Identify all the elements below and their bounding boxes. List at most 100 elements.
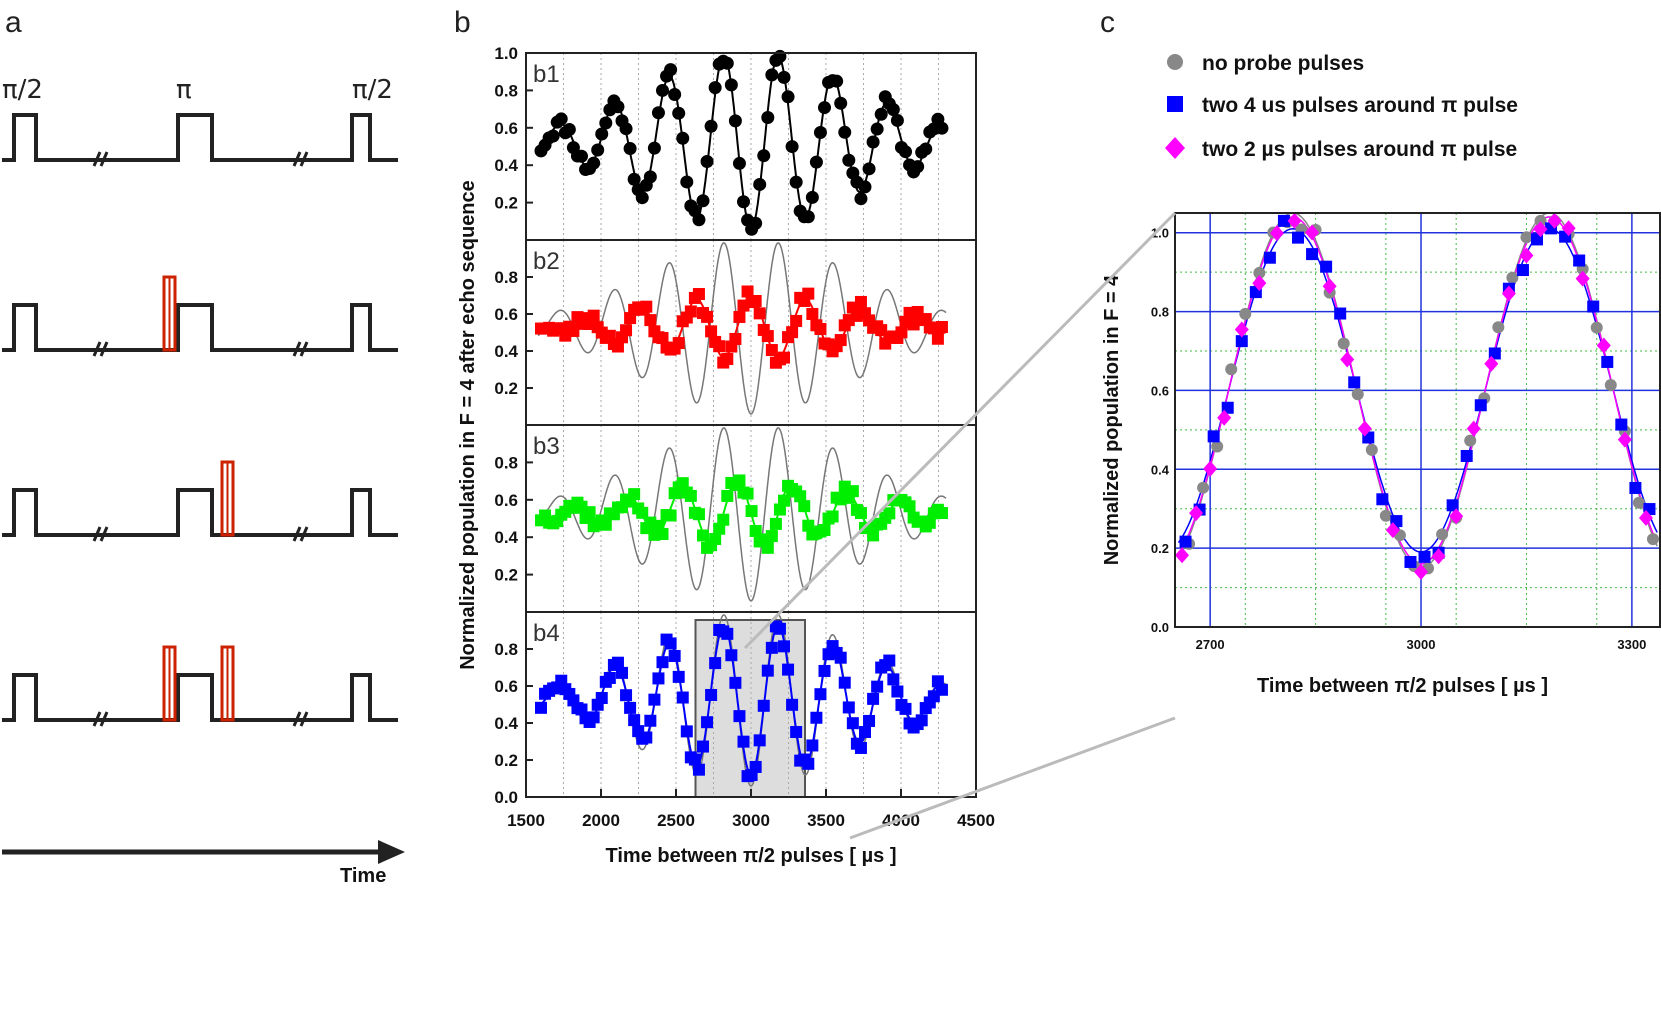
data-point-b3 xyxy=(745,505,758,518)
data-point-4us xyxy=(1573,254,1586,267)
data-point-b1 xyxy=(874,107,888,121)
data-point-b1 xyxy=(813,126,827,140)
data-point-b1 xyxy=(789,175,803,189)
panel-c-label: c xyxy=(1100,6,1115,39)
y-tick-label: 0.6 xyxy=(494,491,518,510)
legend-marker-2us xyxy=(1165,137,1185,159)
y-tick-label: 0.6 xyxy=(1151,383,1169,398)
data-point-b2 xyxy=(790,314,803,327)
data-point-b4 xyxy=(644,714,657,727)
data-point-b1 xyxy=(647,141,661,155)
axis-break-mark xyxy=(99,526,109,542)
data-point-b4 xyxy=(676,691,689,704)
data-point-b1 xyxy=(818,101,831,115)
data-point-b1 xyxy=(830,74,844,88)
data-point-b3 xyxy=(628,488,641,501)
data-point-b2 xyxy=(733,310,746,323)
data-point-2us xyxy=(1175,547,1190,564)
data-point-2us xyxy=(1431,548,1446,565)
data-point-b1 xyxy=(656,83,669,97)
data-point-b4 xyxy=(628,714,641,727)
data-point-b4 xyxy=(652,672,665,685)
data-point-b2 xyxy=(854,295,867,308)
data-point-b4 xyxy=(664,637,677,650)
data-point-b1 xyxy=(611,100,625,114)
data-point-b3 xyxy=(798,500,811,513)
data-point-b3 xyxy=(935,507,948,520)
subplot-label-b1: b1 xyxy=(533,61,560,88)
data-point-b3 xyxy=(599,518,612,531)
data-point-b3 xyxy=(664,509,677,522)
legend-marker-4us xyxy=(1167,96,1183,112)
data-point-b1 xyxy=(728,114,742,128)
y-tick-label: 0.4 xyxy=(1151,462,1170,477)
data-point-2us xyxy=(1217,409,1232,426)
data-point-b3 xyxy=(826,510,839,523)
legend-label-4us: two 4 us pulses around π pulse xyxy=(1202,94,1518,117)
data-point-b4 xyxy=(535,701,547,714)
data-point-b4 xyxy=(624,701,637,714)
data-point-no-probe xyxy=(1464,434,1477,447)
data-point-b4 xyxy=(701,716,714,729)
x-tick-label: 3300 xyxy=(1617,637,1646,652)
axis-break-mark xyxy=(292,526,302,542)
y-tick-label: 0.6 xyxy=(494,305,518,324)
data-point-b1 xyxy=(680,175,694,189)
data-point-b2 xyxy=(786,326,799,339)
axis-break-mark xyxy=(99,711,109,727)
data-point-4us xyxy=(1404,555,1417,568)
data-point-4us xyxy=(1179,535,1192,548)
time-axis-label: Time xyxy=(340,865,386,887)
data-point-b4 xyxy=(729,676,742,689)
data-point-b3 xyxy=(713,522,726,535)
data-point-b2 xyxy=(587,309,600,322)
data-point-no-probe xyxy=(1225,363,1238,376)
data-point-b1 xyxy=(899,145,912,159)
axis-break-mark xyxy=(92,341,102,357)
data-point-b4 xyxy=(616,666,628,679)
data-point-b4 xyxy=(705,688,718,701)
data-point-2us xyxy=(1519,247,1534,264)
data-point-4us xyxy=(1277,214,1290,227)
data-point-b1 xyxy=(708,81,722,95)
data-point-b2 xyxy=(701,310,714,323)
data-point-b1 xyxy=(749,216,763,230)
data-point-b1 xyxy=(554,112,568,126)
data-point-b4 xyxy=(761,664,774,677)
data-point-b4 xyxy=(802,757,815,770)
data-point-b1 xyxy=(777,70,791,84)
data-point-b3 xyxy=(636,506,649,519)
data-point-b4 xyxy=(818,664,831,677)
data-point-b4 xyxy=(656,656,669,669)
data-point-2us xyxy=(1501,285,1516,302)
x-axis-title: Time between π/2 pulses [ µs ] xyxy=(1257,675,1548,697)
data-point-b2 xyxy=(692,288,705,301)
data-point-b1 xyxy=(700,155,714,169)
data-point-b2 xyxy=(705,325,718,338)
data-point-b4 xyxy=(915,714,928,727)
data-point-4us xyxy=(1376,493,1389,506)
y-axis-title: Normalized population in F = 4 xyxy=(1101,274,1123,565)
data-point-b4 xyxy=(692,763,705,776)
data-point-b4 xyxy=(790,726,803,739)
data-point-b1 xyxy=(546,129,560,143)
data-point-b4 xyxy=(834,651,847,664)
data-point-b1 xyxy=(696,194,710,208)
data-point-no-probe xyxy=(1239,307,1252,320)
data-point-b1 xyxy=(664,63,678,77)
data-point-no-probe xyxy=(1379,509,1392,522)
data-point-4us xyxy=(1587,300,1600,313)
data-point-b1 xyxy=(720,56,734,70)
data-point-b1 xyxy=(761,110,775,124)
data-point-b3 xyxy=(676,477,689,490)
data-point-4us xyxy=(1516,264,1529,277)
data-point-b1 xyxy=(858,180,872,194)
data-point-b3 xyxy=(818,524,831,537)
y-tick-label: 0.6 xyxy=(494,677,518,696)
y-tick-label: 0.0 xyxy=(1151,620,1169,635)
data-point-b3 xyxy=(903,500,916,513)
x-tick-label: 3000 xyxy=(1407,637,1436,652)
data-point-2us xyxy=(1449,508,1464,525)
data-point-b1 xyxy=(599,116,613,130)
data-point-b4 xyxy=(668,649,681,662)
